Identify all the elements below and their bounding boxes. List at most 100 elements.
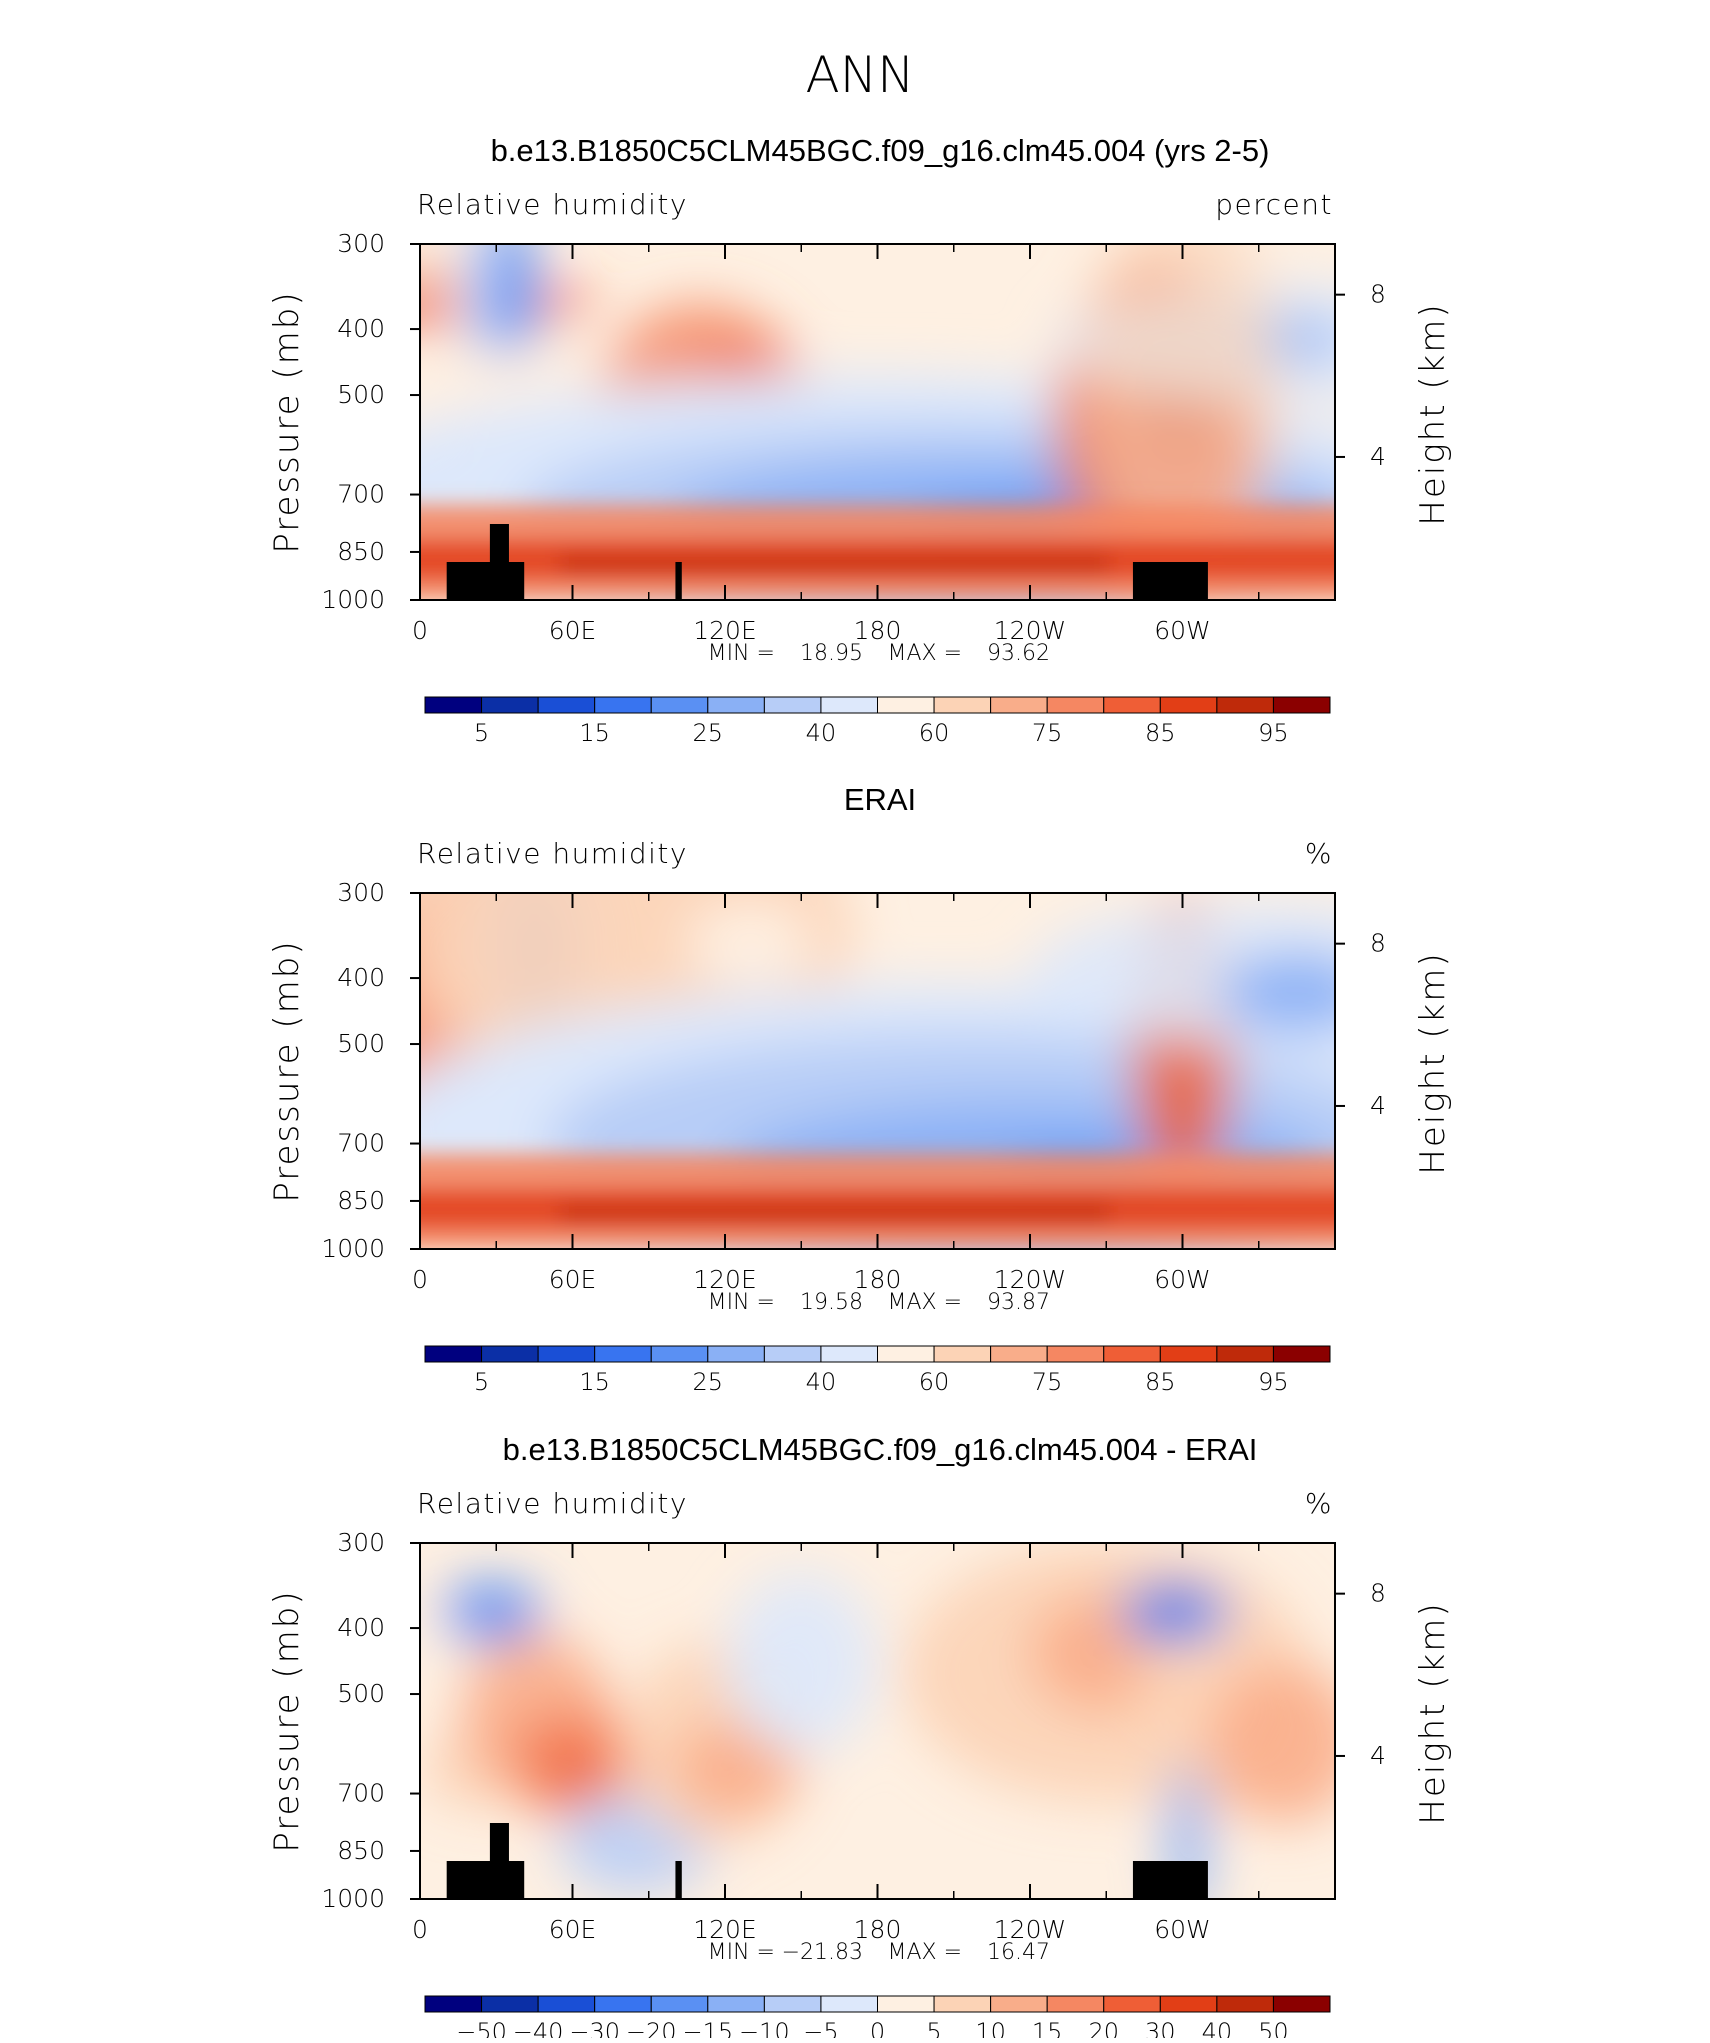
y-tick-label: 700 bbox=[337, 1129, 385, 1158]
season-title: ANN bbox=[805, 46, 914, 104]
colorbar-swatch bbox=[1216, 1995, 1274, 2013]
colorbar-label: −15 bbox=[682, 2018, 733, 2038]
colorbar-swatch bbox=[763, 1345, 822, 1363]
colorbar-label: 15 bbox=[1032, 2018, 1063, 2038]
colorbar-label: 25 bbox=[693, 1368, 724, 1396]
colorbar: 5 15 25 40 60 75 85 95 bbox=[424, 1345, 1331, 1396]
colorbar-label: −30 bbox=[569, 2018, 620, 2038]
colorbar-label: 10 bbox=[975, 2018, 1006, 2038]
height-tick-label: 8 bbox=[1370, 929, 1386, 958]
min-max-stats: MIN = −21.83 MAX = 16.47 bbox=[708, 1940, 1050, 1965]
colorbar-label: 95 bbox=[1258, 719, 1289, 747]
panel-2: ERAI Relative humidity % 0 60E 120E 180 120W 60W… bbox=[267, 782, 1453, 1396]
x-tick-label: 60W bbox=[1154, 1915, 1211, 1944]
colorbar-swatch bbox=[537, 696, 596, 714]
colorbar-label: 25 bbox=[693, 719, 724, 747]
x-tick-label: 180 bbox=[854, 1915, 902, 1944]
contour-region bbox=[559, 1204, 1109, 1222]
topography-block bbox=[675, 1861, 682, 1899]
y-axis: 300 400 500 700 850 1000 Pressure (mb) bbox=[267, 1528, 420, 1913]
colorbar-swatch bbox=[537, 1995, 596, 2013]
max-value: 93.87 bbox=[987, 1290, 1050, 1315]
height-tick-label: 8 bbox=[1370, 280, 1386, 309]
colorbar-swatch bbox=[933, 1345, 992, 1363]
colorbar-label: −50 bbox=[456, 2018, 507, 2038]
colorbar-swatch bbox=[933, 1995, 992, 2013]
topography-block bbox=[675, 562, 682, 600]
colorbar-label: 20 bbox=[1088, 2018, 1119, 2038]
x-tick-label: 120E bbox=[693, 616, 757, 645]
x-tick-label: 120E bbox=[693, 1265, 757, 1294]
min-max-stats: MIN = 19.58 MAX = 93.87 bbox=[708, 1290, 1050, 1315]
panel-title: b.e13.B1850C5CLM45BGC.f09_g16.clm45.004 … bbox=[491, 133, 1270, 168]
topography-block bbox=[489, 524, 509, 564]
colorbar-swatch bbox=[1272, 696, 1331, 714]
contour-field bbox=[420, 1543, 1335, 1899]
max-label: MAX = bbox=[887, 641, 962, 666]
contour-field bbox=[420, 244, 1335, 600]
topography-block bbox=[1132, 1861, 1208, 1899]
y-tick-label: 300 bbox=[337, 1528, 385, 1557]
height-axis-label: Height (km) bbox=[1413, 951, 1453, 1174]
y-tick-label: 1000 bbox=[321, 1234, 385, 1263]
panel-title: ERAI bbox=[844, 782, 916, 817]
right-axis: 8 4 Height (km) bbox=[1335, 280, 1453, 526]
colorbar-swatch bbox=[537, 1345, 596, 1363]
colorbar-swatch bbox=[1103, 1995, 1161, 2013]
colorbar-swatch bbox=[707, 1345, 765, 1363]
topography-block bbox=[1132, 562, 1208, 600]
x-tick-label: 60W bbox=[1154, 1265, 1211, 1294]
height-tick-label: 4 bbox=[1370, 1091, 1386, 1120]
colorbar-label: −10 bbox=[739, 2018, 790, 2038]
colorbar-swatch bbox=[820, 1995, 878, 2013]
colorbar-label: 5 bbox=[474, 1368, 489, 1396]
topography-mask bbox=[446, 1823, 1208, 1899]
colorbar: 5 15 25 40 60 75 85 95 bbox=[424, 696, 1331, 747]
x-tick-label: 120W bbox=[994, 1915, 1066, 1944]
colorbar-swatch bbox=[820, 696, 878, 714]
x-tick-label: 0 bbox=[412, 616, 428, 645]
topography-block bbox=[446, 562, 525, 600]
boundary-layer-band bbox=[420, 1154, 1335, 1249]
variable-label: Relative humidity bbox=[417, 1487, 688, 1520]
colorbar-label: 15 bbox=[579, 1368, 610, 1396]
colorbar-swatch bbox=[594, 1345, 652, 1363]
x-tick-label: 60E bbox=[549, 1265, 597, 1294]
colorbar-swatch bbox=[481, 1345, 539, 1363]
x-axis: 0 60E 120E 180 120W 60W bbox=[412, 1543, 1260, 1944]
colorbar-swatch bbox=[594, 1995, 652, 2013]
x-axis: 0 60E 120E 180 120W 60W bbox=[412, 893, 1260, 1294]
colorbar-swatch bbox=[707, 1995, 765, 2013]
units-label: % bbox=[1305, 1487, 1333, 1520]
contour-region bbox=[440, 1583, 542, 1643]
colorbar-label: 0 bbox=[870, 2018, 885, 2038]
x-tick-label: 120E bbox=[693, 1915, 757, 1944]
colorbar-swatch bbox=[877, 696, 935, 714]
colorbar-swatch bbox=[990, 1995, 1048, 2013]
colorbar-swatch bbox=[933, 696, 992, 714]
colorbar-swatch bbox=[424, 1345, 483, 1363]
colorbar-swatch bbox=[650, 1345, 709, 1363]
y-axis-label: Pressure (mb) bbox=[267, 1589, 307, 1852]
colorbar-swatch bbox=[1159, 1345, 1218, 1363]
max-value: 16.47 bbox=[987, 1940, 1050, 1965]
colorbar-label: 50 bbox=[1258, 2018, 1289, 2038]
max-value: 93.62 bbox=[987, 641, 1050, 666]
units-label: % bbox=[1305, 837, 1333, 870]
panel-3: b.e13.B1850C5CLM45BGC.f09_g16.clm45.004 … bbox=[267, 1432, 1453, 2043]
colorbar-swatch bbox=[1216, 696, 1274, 714]
colorbar-label: 40 bbox=[806, 1368, 837, 1396]
colorbar-label: 85 bbox=[1145, 719, 1176, 747]
x-axis: 0 60E 120E 180 120W 60W bbox=[412, 244, 1260, 645]
colorbar-swatch bbox=[1103, 1345, 1161, 1363]
boundary-layer-band bbox=[420, 505, 1335, 600]
colorbar-swatch bbox=[424, 696, 483, 714]
colorbar-label: 15 bbox=[579, 719, 610, 747]
colorbar-swatch bbox=[1103, 696, 1161, 714]
y-tick-label: 400 bbox=[337, 963, 385, 992]
panel-title: b.e13.B1850C5CLM45BGC.f09_g16.clm45.004 … bbox=[503, 1432, 1258, 1467]
colorbar-label: 60 bbox=[919, 1368, 950, 1396]
x-tick-label: 120W bbox=[994, 616, 1066, 645]
colorbar-swatch bbox=[481, 696, 539, 714]
panel-1: b.e13.B1850C5CLM45BGC.f09_g16.clm45.004 … bbox=[267, 133, 1453, 747]
